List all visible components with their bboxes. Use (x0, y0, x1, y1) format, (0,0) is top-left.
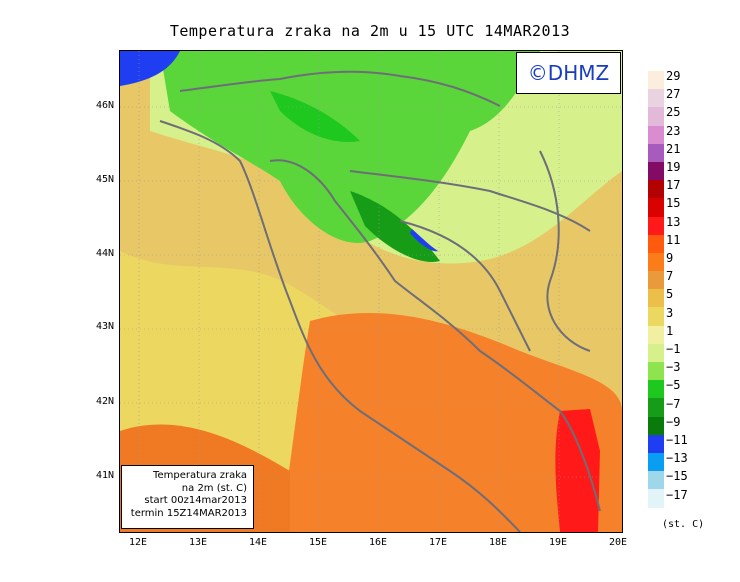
legend-swatch (648, 343, 664, 362)
legend-swatch (648, 362, 664, 381)
lon-tick-19: 19E (548, 537, 568, 548)
legend-swatch (648, 161, 664, 181)
legend-label: −11 (666, 433, 688, 447)
lat-tick-46: 46N (95, 100, 114, 111)
lon-tick-13: 13E (188, 537, 208, 548)
legend-label: 29 (666, 69, 681, 83)
legend-swatch (648, 180, 664, 199)
legend-swatch (648, 143, 664, 162)
legend-label: −13 (666, 451, 688, 466)
field-darkgreen (350, 191, 440, 262)
legend-label: 19 (666, 160, 681, 174)
legend-label: 15 (666, 196, 681, 211)
legend-unit: (st. C) (662, 519, 705, 530)
legend-label: −17 (666, 487, 688, 502)
lon-tick-20: 20E (608, 537, 628, 548)
info-line-4: termin 15Z14MAR2013 (130, 507, 247, 519)
legend-swatch (648, 198, 664, 217)
legend-label: 25 (666, 105, 681, 120)
legend-swatch (648, 289, 664, 308)
legend-swatch (648, 489, 664, 508)
legend-swatch (648, 434, 664, 453)
legend-label: −3 (666, 360, 681, 375)
legend-label: 9 (666, 251, 674, 265)
legend-swatch (648, 380, 664, 399)
legend-swatch (648, 107, 664, 126)
coastlines (159, 70, 601, 532)
legend-swatch (648, 216, 664, 235)
legend-label: −7 (666, 396, 681, 411)
legend-label: 3 (666, 305, 674, 320)
legend-label: 1 (666, 323, 674, 338)
lon-tick-14: 14E (248, 537, 268, 548)
legend-swatch (648, 125, 664, 144)
info-line-2: na 2m (st. C) (181, 482, 247, 494)
temperature-field (120, 51, 622, 532)
legend-label: 7 (666, 269, 674, 284)
field-green-north (270, 91, 360, 142)
legend-swatch (648, 271, 664, 290)
lat-tick-45: 45N (95, 174, 114, 185)
lat-tick-43: 43N (95, 321, 114, 332)
legend-label: 17 (666, 178, 681, 193)
lon-tick-15: 15E (308, 537, 328, 548)
legend-label: 5 (666, 287, 674, 302)
legend-swatch (648, 89, 664, 108)
legend-label: 23 (666, 123, 681, 138)
grid (120, 51, 622, 532)
legend-swatch (648, 252, 664, 272)
legend-swatch (648, 234, 664, 253)
legend-swatch (648, 307, 664, 326)
temperature-map (119, 50, 623, 533)
legend-swatch (648, 416, 664, 435)
lon-tick-17: 17E (428, 537, 448, 548)
legend-label: −15 (666, 469, 688, 484)
field-green (160, 51, 540, 243)
legend-swatch (648, 471, 664, 490)
field-blue-nw (120, 51, 180, 86)
info-line-1: Temperatura zraka (153, 470, 247, 481)
legend-label: −9 (666, 414, 681, 429)
info-line-3: start 00z14mar2013 (144, 495, 247, 506)
field-blue-center (410, 229, 438, 252)
lon-tick-18: 18E (488, 537, 508, 548)
legend-swatch (648, 325, 664, 344)
lon-tick-16: 16E (368, 537, 388, 548)
color-legend (648, 71, 664, 508)
legend-label: −1 (666, 342, 681, 356)
lon-tick-12: 12E (128, 537, 148, 548)
lat-tick-42: 42N (95, 396, 114, 407)
legend-swatch (648, 71, 664, 90)
legend-swatch (648, 398, 664, 417)
legend-label: 13 (666, 214, 681, 229)
legend-label: −5 (666, 378, 681, 393)
legend-label: 27 (666, 87, 681, 102)
field-red (555, 409, 600, 532)
legend-label: 21 (666, 141, 681, 156)
lat-tick-41: 41N (95, 470, 114, 481)
map-title: Temperatura zraka na 2m u 15 UTC 14MAR20… (169, 22, 571, 40)
legend-swatch (648, 452, 664, 472)
lat-tick-44: 44N (95, 248, 114, 259)
dhmz-logo: ©DHMZ (516, 52, 621, 94)
legend-label: 11 (666, 232, 681, 247)
info-box: Temperatura zraka na 2m (st. C) start 00… (121, 465, 254, 529)
